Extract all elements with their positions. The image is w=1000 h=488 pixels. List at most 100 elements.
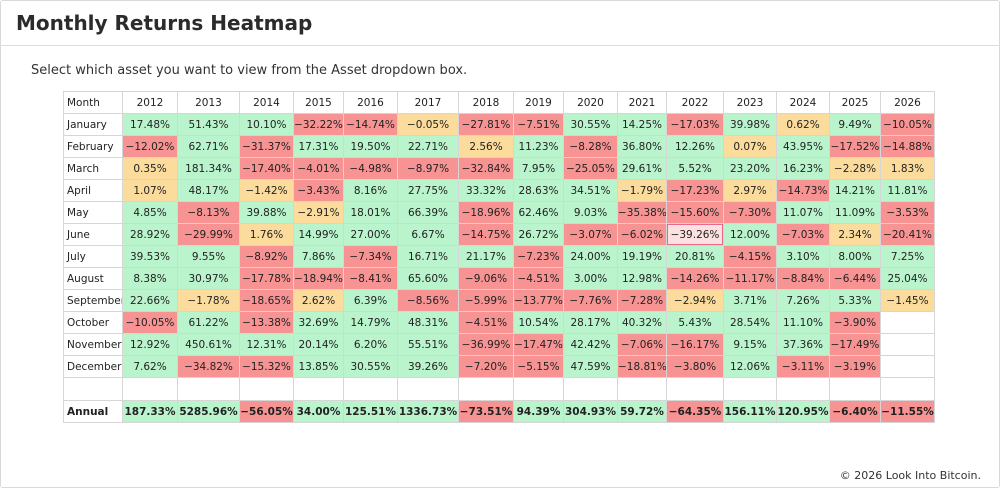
monthly-return-cell[interactable]: −14.75% xyxy=(458,223,514,246)
monthly-return-cell[interactable]: 22.71% xyxy=(397,135,459,158)
monthly-return-cell[interactable]: −5.15% xyxy=(513,355,564,378)
monthly-return-cell[interactable]: 16.23% xyxy=(776,157,830,180)
monthly-return-cell[interactable]: −4.98% xyxy=(343,157,398,180)
monthly-return-cell[interactable]: 5.43% xyxy=(666,311,724,334)
monthly-return-cell[interactable]: −3.43% xyxy=(293,179,344,202)
monthly-return-cell[interactable]: 43.95% xyxy=(776,135,830,158)
monthly-return-cell[interactable]: −29.99% xyxy=(177,223,240,246)
monthly-return-cell[interactable]: 23.20% xyxy=(723,157,777,180)
monthly-return-cell[interactable]: 12.26% xyxy=(666,135,724,158)
monthly-return-cell[interactable]: −1.78% xyxy=(177,289,240,312)
monthly-return-cell[interactable]: −3.80% xyxy=(666,355,724,378)
monthly-return-cell[interactable]: −8.13% xyxy=(177,201,240,224)
monthly-return-cell[interactable]: −7.06% xyxy=(617,333,667,356)
monthly-return-cell[interactable]: −18.65% xyxy=(239,289,294,312)
monthly-return-cell[interactable]: −3.11% xyxy=(776,355,830,378)
monthly-return-cell[interactable]: 18.01% xyxy=(343,201,398,224)
monthly-return-cell[interactable]: −35.38% xyxy=(617,201,667,224)
monthly-return-cell[interactable]: 1.76% xyxy=(239,223,294,246)
monthly-return-cell[interactable]: 11.10% xyxy=(776,311,830,334)
monthly-return-cell[interactable]: 12.06% xyxy=(723,355,777,378)
monthly-return-cell[interactable]: 10.54% xyxy=(513,311,564,334)
monthly-return-cell[interactable]: −15.32% xyxy=(239,355,294,378)
monthly-return-cell[interactable]: 4.85% xyxy=(122,201,178,224)
annual-return-cell[interactable]: −11.55% xyxy=(880,400,935,423)
annual-return-cell[interactable]: 59.72% xyxy=(617,400,667,423)
monthly-return-cell[interactable]: 21.17% xyxy=(458,245,514,268)
monthly-return-cell[interactable]: −17.49% xyxy=(829,333,881,356)
monthly-return-cell[interactable]: 14.21% xyxy=(829,179,881,202)
monthly-return-cell[interactable]: 13.85% xyxy=(293,355,344,378)
monthly-return-cell[interactable]: −8.28% xyxy=(563,135,618,158)
monthly-return-cell[interactable]: −17.78% xyxy=(239,267,294,290)
monthly-return-cell[interactable]: 3.10% xyxy=(776,245,830,268)
monthly-return-cell[interactable]: 11.23% xyxy=(513,135,564,158)
monthly-return-cell[interactable]: −14.73% xyxy=(776,179,830,202)
monthly-return-cell[interactable]: −4.01% xyxy=(293,157,344,180)
monthly-return-cell[interactable]: 9.49% xyxy=(829,113,881,136)
monthly-return-cell[interactable]: 450.61% xyxy=(177,333,240,356)
monthly-return-cell[interactable]: −7.23% xyxy=(513,245,564,268)
monthly-return-cell[interactable]: −7.20% xyxy=(458,355,514,378)
monthly-return-cell[interactable]: 14.79% xyxy=(343,311,398,334)
monthly-return-cell[interactable]: 39.88% xyxy=(239,201,294,224)
monthly-return-cell[interactable]: 9.55% xyxy=(177,245,240,268)
monthly-return-cell[interactable]: −13.77% xyxy=(513,289,564,312)
monthly-return-cell[interactable]: −5.99% xyxy=(458,289,514,312)
monthly-return-cell[interactable]: 28.92% xyxy=(122,223,178,246)
monthly-return-cell[interactable]: −7.76% xyxy=(563,289,618,312)
monthly-return-cell[interactable]: −3.53% xyxy=(880,201,935,224)
monthly-return-cell[interactable]: 66.39% xyxy=(397,201,459,224)
monthly-return-cell[interactable]: 48.17% xyxy=(177,179,240,202)
monthly-return-cell[interactable]: 16.71% xyxy=(397,245,459,268)
monthly-return-cell[interactable]: −3.19% xyxy=(829,355,881,378)
monthly-return-cell[interactable]: −20.41% xyxy=(880,223,935,246)
monthly-return-cell[interactable]: −15.60% xyxy=(666,201,724,224)
monthly-return-cell[interactable]: 12.92% xyxy=(122,333,178,356)
monthly-return-cell[interactable]: 28.54% xyxy=(723,311,777,334)
monthly-return-cell[interactable]: −6.02% xyxy=(617,223,667,246)
monthly-return-cell[interactable]: 39.53% xyxy=(122,245,178,268)
monthly-return-cell[interactable]: −17.23% xyxy=(666,179,724,202)
annual-return-cell[interactable]: 5285.96% xyxy=(177,400,240,423)
monthly-return-cell[interactable]: 32.69% xyxy=(293,311,344,334)
monthly-return-cell[interactable]: 39.98% xyxy=(723,113,777,136)
monthly-return-cell[interactable]: −7.30% xyxy=(723,201,777,224)
monthly-return-cell[interactable]: 28.17% xyxy=(563,311,618,334)
monthly-return-cell[interactable]: 12.31% xyxy=(239,333,294,356)
monthly-return-cell[interactable]: 11.07% xyxy=(776,201,830,224)
monthly-return-cell[interactable]: 2.56% xyxy=(458,135,514,158)
monthly-return-cell[interactable]: −2.91% xyxy=(293,201,344,224)
annual-return-cell[interactable]: 120.95% xyxy=(776,400,830,423)
monthly-return-cell[interactable]: 65.60% xyxy=(397,267,459,290)
monthly-return-cell[interactable]: 2.97% xyxy=(723,179,777,202)
monthly-return-cell[interactable]: 34.51% xyxy=(563,179,618,202)
monthly-return-cell[interactable]: −1.79% xyxy=(617,179,667,202)
monthly-return-cell[interactable]: 17.48% xyxy=(122,113,178,136)
monthly-return-cell[interactable]: 3.71% xyxy=(723,289,777,312)
annual-return-cell[interactable]: −73.51% xyxy=(458,400,514,423)
monthly-return-cell[interactable]: 2.62% xyxy=(293,289,344,312)
monthly-return-cell[interactable]: 181.34% xyxy=(177,157,240,180)
monthly-return-cell[interactable]: −13.38% xyxy=(239,311,294,334)
annual-return-cell[interactable]: 1336.73% xyxy=(397,400,459,423)
monthly-return-cell[interactable]: 8.00% xyxy=(829,245,881,268)
monthly-return-cell[interactable]: 27.00% xyxy=(343,223,398,246)
annual-return-cell[interactable]: 156.11% xyxy=(723,400,777,423)
monthly-return-cell[interactable]: −4.15% xyxy=(723,245,777,268)
monthly-return-cell[interactable]: −8.92% xyxy=(239,245,294,268)
monthly-return-cell[interactable]: 20.81% xyxy=(666,245,724,268)
monthly-return-cell[interactable]: −1.45% xyxy=(880,289,935,312)
monthly-return-cell[interactable]: −11.17% xyxy=(723,267,777,290)
monthly-return-cell[interactable]: 14.99% xyxy=(293,223,344,246)
monthly-return-cell[interactable]: 7.62% xyxy=(122,355,178,378)
annual-return-cell[interactable]: 125.51% xyxy=(343,400,398,423)
monthly-return-cell[interactable]: 39.26% xyxy=(397,355,459,378)
monthly-return-cell[interactable]: 30.55% xyxy=(563,113,618,136)
monthly-return-cell[interactable]: 6.20% xyxy=(343,333,398,356)
monthly-return-cell[interactable]: 8.16% xyxy=(343,179,398,202)
monthly-return-cell[interactable]: 1.83% xyxy=(880,157,935,180)
monthly-return-cell[interactable]: −10.05% xyxy=(880,113,935,136)
monthly-return-cell[interactable]: −18.81% xyxy=(617,355,667,378)
monthly-return-cell[interactable]: −7.03% xyxy=(776,223,830,246)
